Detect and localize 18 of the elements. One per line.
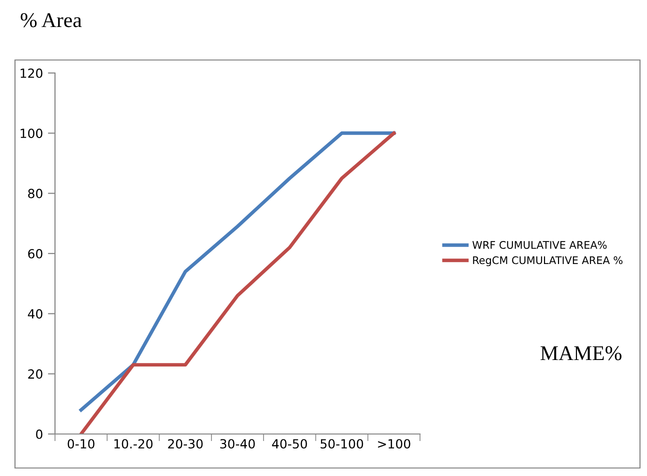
y-tick-label: 100 bbox=[20, 128, 42, 138]
x-tick-label: 10.-20 bbox=[114, 439, 153, 449]
x-tick-label: 0-10 bbox=[68, 439, 94, 449]
y-tick-label: 80 bbox=[28, 188, 42, 198]
x-tick-label: 50-100 bbox=[320, 439, 364, 449]
x-tick-label: 40-50 bbox=[272, 439, 307, 449]
y-tick-label: 60 bbox=[28, 248, 42, 258]
x-tick-label: 20-30 bbox=[168, 439, 203, 449]
y-tick-label: 120 bbox=[20, 68, 42, 78]
y-tick-label: 20 bbox=[28, 369, 42, 379]
legend-label: RegCM CUMULATIVE AREA % bbox=[473, 256, 622, 266]
x-tick-label: 30-40 bbox=[220, 439, 255, 449]
x-tick-label: >100 bbox=[378, 439, 410, 449]
y-tick-label: 40 bbox=[28, 309, 42, 319]
text: MAME% bbox=[540, 346, 622, 360]
legend-label: WRF CUMULATIVE AREA% bbox=[472, 241, 607, 249]
y-tick-label: 0 bbox=[36, 429, 42, 439]
y-axis-title: % Area bbox=[20, 13, 82, 28]
